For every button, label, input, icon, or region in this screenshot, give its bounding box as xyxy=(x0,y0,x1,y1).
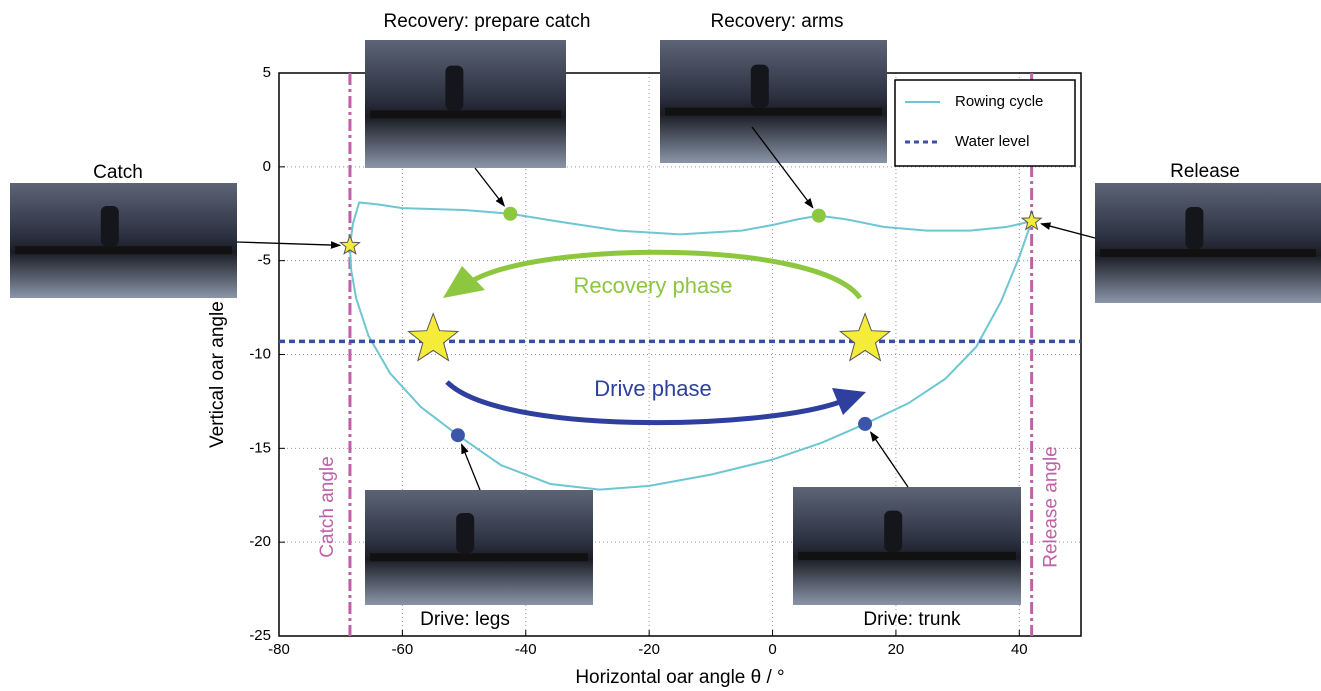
photo-boat xyxy=(1100,249,1316,257)
pointer-arrow xyxy=(474,167,506,207)
photo-caption: Catch xyxy=(93,162,143,183)
photo-boat xyxy=(15,246,232,255)
y-tick-label: -25 xyxy=(249,627,271,644)
point-marker xyxy=(811,208,826,223)
photo xyxy=(365,490,593,605)
photo xyxy=(660,40,887,163)
photo-rower xyxy=(445,65,464,111)
photo-caption: Drive: legs xyxy=(420,609,510,630)
legend-label: Water level xyxy=(955,133,1029,150)
phase-arrow xyxy=(445,380,841,426)
pointer-arrow xyxy=(1040,222,1096,239)
y-tick-label: 0 xyxy=(263,158,271,175)
point-marker xyxy=(339,234,361,255)
phase-arrowhead xyxy=(443,266,485,298)
photo-rower xyxy=(884,510,903,552)
photo-caption: Recovery: arms xyxy=(710,11,843,32)
photo-boat xyxy=(665,107,882,116)
photo-caption: Release xyxy=(1170,161,1240,182)
photo-rower xyxy=(1185,207,1204,249)
x-tick-label: 20 xyxy=(888,641,905,658)
phase-label: Recovery phase xyxy=(574,273,733,298)
point-marker xyxy=(858,416,873,431)
phase-arrow xyxy=(468,249,863,300)
point-marker xyxy=(1020,209,1043,231)
photo xyxy=(793,487,1021,605)
series-line xyxy=(348,201,1034,491)
point-marker xyxy=(450,428,465,443)
y-tick-label: -10 xyxy=(249,345,271,362)
x-tick-label: 40 xyxy=(1011,641,1028,658)
x-tick-label: -40 xyxy=(515,641,537,658)
pointer-arrow xyxy=(236,241,342,249)
photo xyxy=(365,40,566,168)
photo-boat xyxy=(370,110,561,119)
pointer-arrow xyxy=(751,126,814,209)
phase-arrowhead xyxy=(832,388,866,415)
reference-label: Release angle xyxy=(1041,446,1062,567)
star-marker xyxy=(838,312,892,362)
photo-boat xyxy=(370,553,588,562)
pointer-arrow xyxy=(461,443,481,491)
phase-label: Drive phase xyxy=(594,376,711,401)
star-marker xyxy=(407,312,460,362)
y-tick-label: 5 xyxy=(263,64,271,81)
y-tick-label: -15 xyxy=(249,439,271,456)
photo-rower xyxy=(456,513,475,554)
photo xyxy=(1095,183,1321,303)
legend-label: Rowing cycle xyxy=(955,93,1043,110)
photo-boat xyxy=(798,551,1016,560)
photo-caption: Drive: trunk xyxy=(863,609,961,630)
y-tick-label: -5 xyxy=(258,252,271,269)
x-tick-label: 0 xyxy=(768,641,776,658)
photo-caption: Recovery: prepare catch xyxy=(384,11,591,32)
reference-label: Catch angle xyxy=(317,456,338,557)
photo xyxy=(10,183,237,298)
x-tick-label: -80 xyxy=(268,641,290,658)
y-tick-label: -20 xyxy=(249,533,271,550)
pointer-arrow xyxy=(869,431,909,488)
point-marker xyxy=(503,206,518,221)
photo-rower xyxy=(750,64,769,108)
legend-box xyxy=(894,79,1076,167)
x-axis-label: Horizontal oar angle θ / ° xyxy=(575,667,784,688)
y-axis-label: Vertical oar angle δ / ° xyxy=(207,262,228,448)
photo-rower xyxy=(100,206,119,247)
x-tick-label: -20 xyxy=(638,641,660,658)
x-tick-label: -60 xyxy=(392,641,414,658)
